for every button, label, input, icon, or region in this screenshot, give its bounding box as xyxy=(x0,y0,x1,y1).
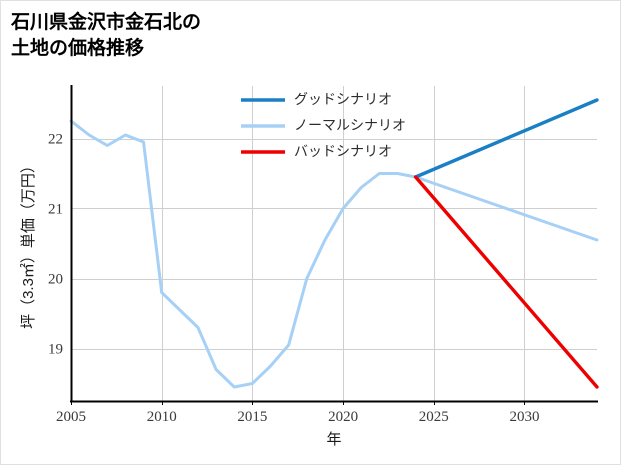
y-tick-label: 22 xyxy=(48,132,63,148)
y-axis-title: 坪（3.3㎡）単価（万円） xyxy=(20,158,37,329)
legend-label-1: ノーマルシナリオ xyxy=(294,117,406,133)
y-axis-ticks-group: 19 20 21 22 xyxy=(48,132,63,358)
series-line-バッドシナリオ xyxy=(413,175,599,389)
x-tick-label: 2005 xyxy=(56,409,86,425)
x-tick-label: 2020 xyxy=(328,409,358,425)
axis-spines-group xyxy=(70,85,598,403)
x-tick-label: 2015 xyxy=(237,409,267,425)
y-tick-label: 19 xyxy=(48,342,63,358)
series-line-グッドシナリオ xyxy=(413,98,599,179)
x-tick-label: 2030 xyxy=(509,409,539,425)
y-tick-label: 20 xyxy=(48,272,63,288)
y-tick-label: 21 xyxy=(48,202,63,218)
x-axis-ticks-group: 2005 2010 2015 2020 2025 2030 xyxy=(56,401,539,425)
x-axis-title: 年 xyxy=(326,431,341,448)
x-tick-label: 2010 xyxy=(147,409,177,425)
page-title: 石川県金沢市金石北の 土地の価格推移 xyxy=(11,12,202,60)
legend-label-2: バッドシナリオ xyxy=(294,143,392,159)
legend-label-0: グッドシナリオ xyxy=(294,91,392,107)
series-line-ノーマルシナリオ xyxy=(69,119,599,389)
series-group xyxy=(69,98,599,389)
x-tick-label: 2025 xyxy=(419,409,449,425)
axis-titles-group: 年 坪（3.3㎡）単価（万円） xyxy=(20,158,342,448)
